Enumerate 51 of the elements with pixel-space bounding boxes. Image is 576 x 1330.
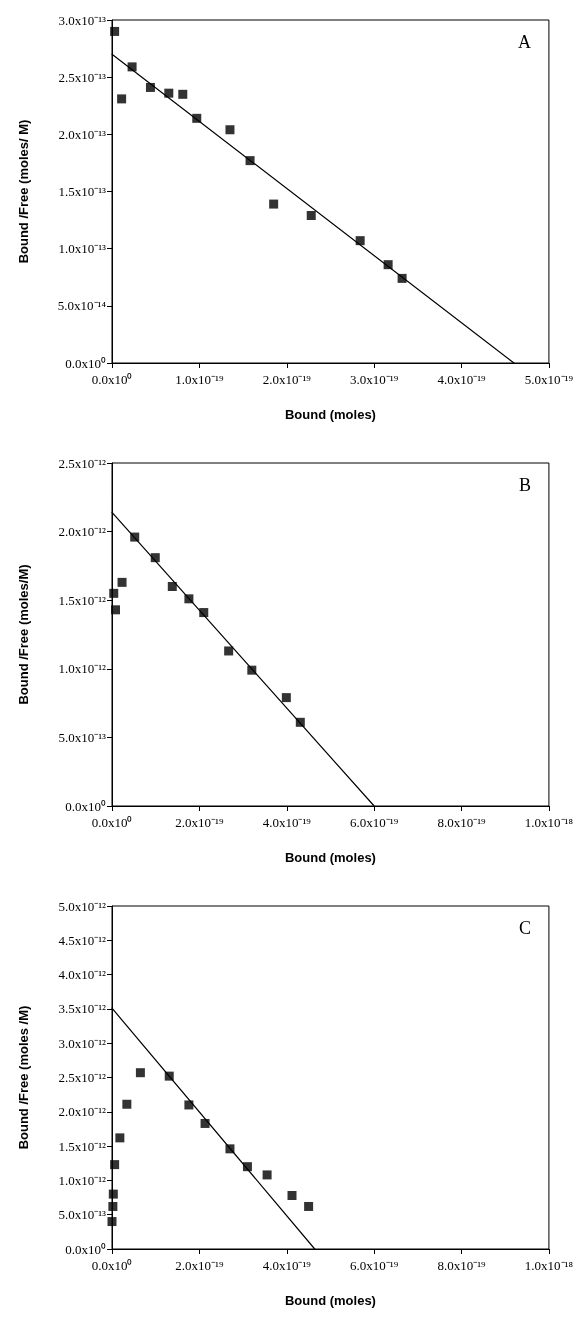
text: C bbox=[518, 918, 532, 938]
y-tick-label: 2.5x10⁻¹² bbox=[58, 455, 107, 471]
y-axis-title: Bound /Free (moles /M) bbox=[16, 1005, 31, 1150]
text: B bbox=[518, 475, 532, 495]
y-tick-label: 2.0x10⁻¹³ bbox=[58, 126, 107, 142]
x-tick-label: 1.0x10⁻¹⁸ bbox=[524, 815, 574, 830]
y-axis-title: Bound /Free (moles/ M) bbox=[16, 119, 31, 264]
x-tick-label: 1.0x10⁻¹⁹ bbox=[175, 372, 224, 387]
y-tick-label: 4.0x10⁻¹² bbox=[58, 967, 107, 983]
y-tick-label: 2.0x10⁻¹² bbox=[58, 1104, 107, 1120]
x-tick-label: 5.0x10⁻¹⁹ bbox=[524, 372, 574, 387]
y-tick-label: 5.0x10⁻¹³ bbox=[58, 1207, 107, 1223]
x-tick-label: 2.0x10⁻¹⁹ bbox=[262, 372, 312, 387]
y-tick-label: 0.0x10⁰ bbox=[65, 798, 106, 814]
x-tick-label: 2.0x10⁻¹⁹ bbox=[175, 815, 224, 830]
x-tick-label: 2.0x10⁻¹⁹ bbox=[175, 1258, 224, 1273]
text: A bbox=[518, 32, 531, 52]
x-tick-label: 3.0x10⁻¹⁹ bbox=[350, 372, 399, 387]
x-axis-title: Bound (moles) bbox=[284, 407, 376, 422]
y-tick-label: 2.5x10⁻¹² bbox=[58, 1070, 107, 1085]
y-tick-label: 2.0x10⁻¹² bbox=[58, 524, 107, 540]
y-tick-label: 3.5x10⁻¹² bbox=[58, 1001, 107, 1017]
x-tick-label: 0.0x10⁰ bbox=[91, 1258, 133, 1273]
x-tick-label: 0.0x10⁰ bbox=[91, 372, 133, 387]
y-tick-label: 1.5x10⁻¹² bbox=[58, 1138, 107, 1154]
y-tick-label: 0.0x10⁰ bbox=[65, 1241, 106, 1257]
y-tick-label: 1.5x10⁻¹² bbox=[58, 592, 107, 608]
y-tick-label: 0.0x10⁰ bbox=[65, 355, 106, 371]
y-tick-label: 5.0x10⁻¹⁴ bbox=[57, 298, 107, 314]
x-tick-label: 1.0x10⁻¹⁸ bbox=[524, 1258, 574, 1273]
x-tick-label: 0.0x10⁰ bbox=[91, 815, 133, 830]
y-tick-label: 1.0x10⁻¹³ bbox=[58, 241, 107, 257]
x-tick-label: 8.0x10⁻¹⁹ bbox=[437, 815, 487, 830]
x-tick-label: 4.0x10⁻¹⁹ bbox=[262, 815, 312, 830]
x-axis-title: Bound (moles) bbox=[284, 850, 376, 865]
x-tick-label: 4.0x10⁻¹⁹ bbox=[262, 1258, 312, 1273]
x-tick-label: 8.0x10⁻¹⁹ bbox=[437, 1258, 487, 1273]
y-axis-title: Bound /Free (moles/M) bbox=[16, 564, 31, 705]
y-tick-label: 5.0x10⁻¹³ bbox=[58, 729, 107, 745]
y-tick-label: 3.0x10⁻¹² bbox=[58, 1035, 107, 1051]
y-tick-label: 3.0x10⁻¹³ bbox=[58, 12, 107, 28]
y-tick-label: 5.0x10⁻¹² bbox=[58, 898, 107, 914]
y-tick-label: 4.5x10⁻¹² bbox=[58, 932, 107, 948]
x-tick-label: 6.0x10⁻¹⁹ bbox=[350, 1258, 399, 1273]
y-tick-label: 2.5x10⁻¹³ bbox=[58, 69, 107, 85]
y-tick-label: 1.0x10⁻¹² bbox=[58, 661, 107, 677]
x-axis-title: Bound (moles) bbox=[284, 1293, 376, 1308]
y-tick-label: 1.5x10⁻¹³ bbox=[58, 184, 107, 199]
y-tick-label: 1.0x10⁻¹² bbox=[58, 1172, 107, 1188]
x-tick-label: 6.0x10⁻¹⁹ bbox=[350, 815, 399, 830]
x-tick-label: 4.0x10⁻¹⁹ bbox=[437, 372, 487, 387]
